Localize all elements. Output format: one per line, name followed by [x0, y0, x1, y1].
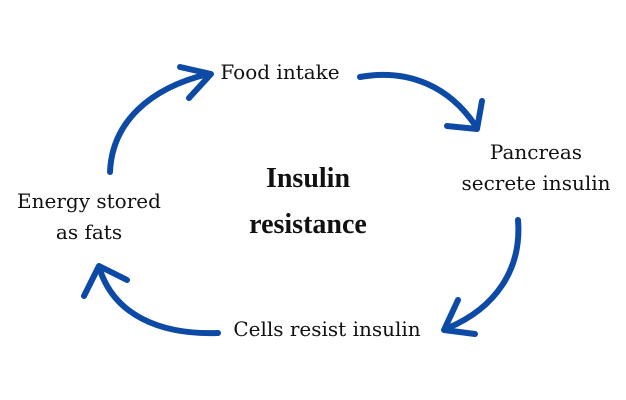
node-cells-resist: Cells resist insulin: [222, 314, 432, 345]
diagram-title-line-1: Insulin: [265, 163, 351, 194]
node-pancreas-line-2: secrete insulin: [461, 171, 611, 195]
arrowhead-cells-to-energy: [81, 263, 130, 299]
arrowhead-pancreas-to-cells: [441, 297, 478, 337]
node-cells-resist-label: Cells resist insulin: [233, 317, 421, 341]
diagram-title-line-2: resistance: [249, 209, 367, 240]
node-pancreas-line-1: Pancreas: [489, 140, 583, 164]
arrowhead-food-to-pancreas: [444, 98, 485, 132]
node-food-intake: Food intake: [210, 57, 350, 88]
arrow-cells-to-energy: [97, 267, 221, 337]
node-food-intake-label: Food intake: [220, 60, 340, 84]
node-energy-stored: Energy stored as fats: [6, 186, 172, 248]
node-pancreas: Pancreas secrete insulin: [456, 137, 616, 199]
arrow-energy-to-food: [107, 71, 211, 175]
arrow-pancreas-to-cells: [445, 217, 522, 331]
diagram-title: Insulin resistance: [208, 156, 408, 248]
node-energy-stored-line-2: as fats: [55, 220, 123, 244]
node-energy-stored-line-1: Energy stored: [17, 189, 161, 213]
arrowhead-energy-to-food: [177, 64, 214, 101]
arrow-food-to-pancreas: [357, 71, 478, 128]
